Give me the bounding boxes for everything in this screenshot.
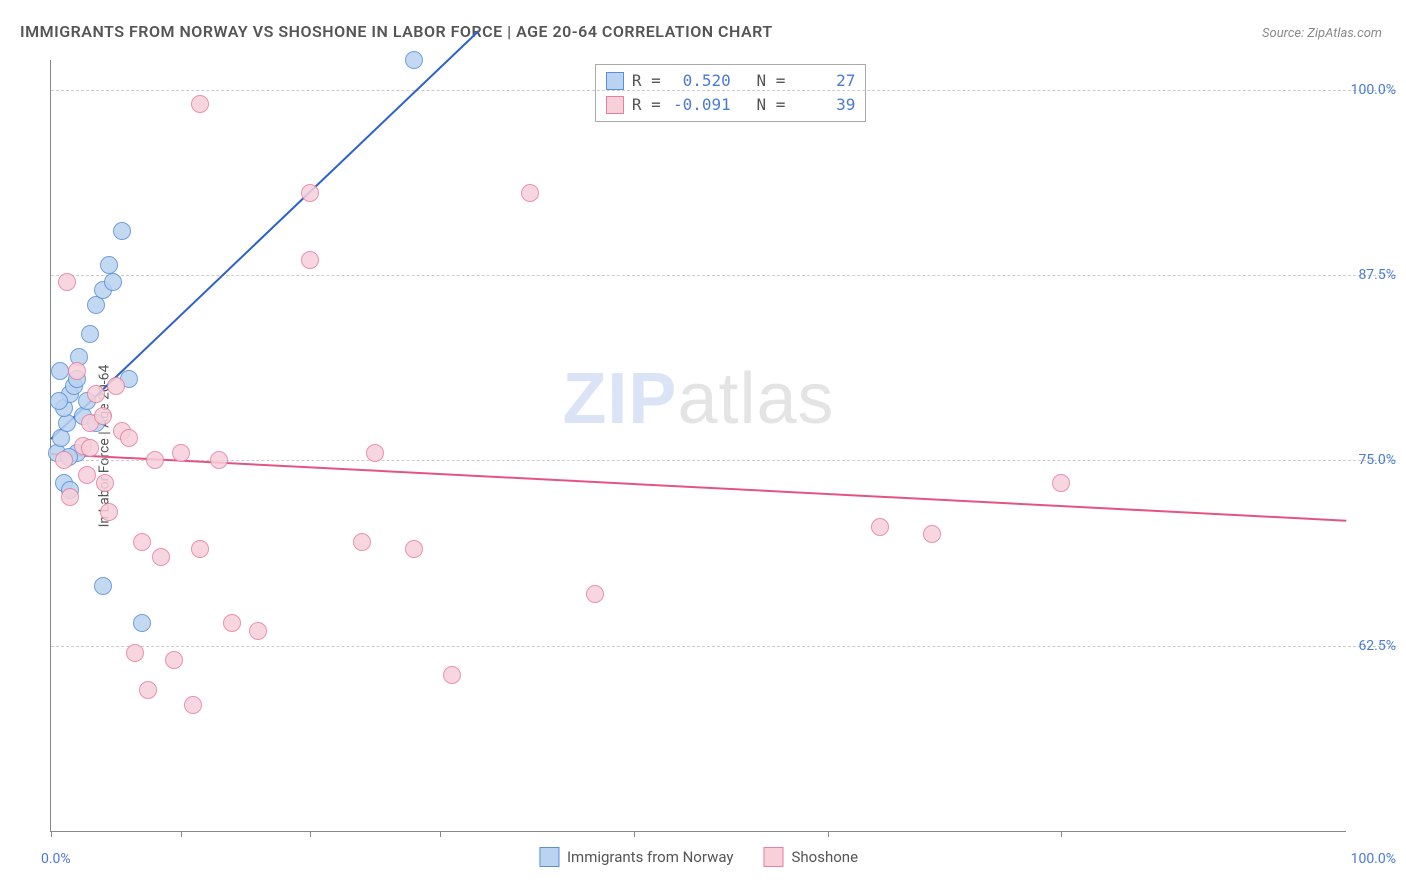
scatter-point	[191, 95, 209, 113]
x-axis-min-label: 0.0%	[41, 851, 71, 867]
scatter-point	[443, 666, 461, 684]
scatter-point	[184, 696, 202, 714]
legend-swatch-0	[606, 72, 624, 90]
legend-bottom-label-0: Immigrants from Norway	[567, 848, 734, 866]
scatter-point	[68, 362, 86, 380]
scatter-point	[165, 651, 183, 669]
scatter-point	[107, 377, 125, 395]
correlation-legend: R = 0.520 N = 27 R = -0.091 N = 39	[595, 64, 866, 122]
legend-bottom-swatch-1	[764, 847, 784, 867]
legend-bottom-label-1: Shoshone	[792, 848, 859, 866]
scatter-point	[61, 488, 79, 506]
r-value-1: -0.091	[669, 93, 731, 117]
scatter-point	[58, 273, 76, 291]
scatter-point	[301, 251, 319, 269]
x-tick	[828, 831, 829, 837]
scatter-point	[223, 614, 241, 632]
x-tick	[181, 831, 182, 837]
x-tick	[634, 831, 635, 837]
n-value-1: 39	[793, 93, 855, 117]
chart-container: IMMIGRANTS FROM NORWAY VS SHOSHONE IN LA…	[0, 0, 1406, 892]
n-label-1: N =	[756, 93, 785, 117]
scatter-point	[923, 525, 941, 543]
scatter-point	[521, 184, 539, 202]
scatter-point	[96, 474, 114, 492]
scatter-point	[113, 222, 131, 240]
r-label-1: R =	[632, 93, 661, 117]
legend-swatch-1	[606, 96, 624, 114]
watermark-bold: ZIP	[562, 359, 677, 439]
scatter-point	[81, 439, 99, 457]
x-axis-max-label: 100.0%	[1351, 851, 1396, 867]
x-tick	[1061, 831, 1062, 837]
scatter-point	[133, 533, 151, 551]
y-tick-label: 87.5%	[1348, 267, 1396, 283]
scatter-point	[191, 540, 209, 558]
scatter-point	[94, 407, 112, 425]
scatter-point	[353, 533, 371, 551]
scatter-point	[100, 503, 118, 521]
scatter-point	[871, 518, 889, 536]
scatter-point	[120, 429, 138, 447]
x-tick	[310, 831, 311, 837]
scatter-point	[133, 614, 151, 632]
scatter-point	[78, 466, 96, 484]
plot-area: In Labor Force | Age 20-64 ZIPatlas R = …	[50, 60, 1346, 832]
scatter-point	[94, 577, 112, 595]
gridline-h	[51, 460, 1396, 461]
scatter-point	[139, 681, 157, 699]
scatter-point	[366, 444, 384, 462]
scatter-point	[172, 444, 190, 462]
scatter-point	[405, 51, 423, 69]
legend-item-0: Immigrants from Norway	[539, 847, 734, 867]
gridline-h	[51, 275, 1396, 276]
watermark-light: atlas	[677, 359, 834, 439]
source-label: Source: ZipAtlas.com	[1262, 26, 1382, 41]
scatter-point	[146, 451, 164, 469]
gridline-h	[51, 90, 1396, 91]
x-tick	[440, 831, 441, 837]
series-legend: Immigrants from Norway Shoshone	[539, 847, 858, 867]
scatter-point	[152, 548, 170, 566]
gridline-h	[51, 646, 1396, 647]
watermark: ZIPatlas	[562, 358, 834, 440]
scatter-point	[1052, 474, 1070, 492]
y-tick-label: 100.0%	[1348, 82, 1396, 98]
scatter-point	[586, 585, 604, 603]
scatter-point	[126, 644, 144, 662]
chart-title: IMMIGRANTS FROM NORWAY VS SHOSHONE IN LA…	[20, 22, 773, 41]
y-tick-label: 62.5%	[1348, 638, 1396, 654]
scatter-point	[249, 622, 267, 640]
legend-item-1: Shoshone	[764, 847, 859, 867]
x-tick	[51, 831, 52, 837]
scatter-point	[81, 325, 99, 343]
scatter-point	[301, 184, 319, 202]
scatter-point	[50, 392, 68, 410]
scatter-point	[100, 256, 118, 274]
scatter-point	[405, 540, 423, 558]
scatter-point	[210, 451, 228, 469]
trend-line-1	[51, 453, 1346, 522]
y-tick-label: 75.0%	[1348, 452, 1396, 468]
scatter-point	[104, 273, 122, 291]
legend-bottom-swatch-0	[539, 847, 559, 867]
scatter-point	[87, 385, 105, 403]
scatter-point	[51, 362, 69, 380]
scatter-point	[55, 451, 73, 469]
legend-row-1: R = -0.091 N = 39	[606, 93, 855, 117]
